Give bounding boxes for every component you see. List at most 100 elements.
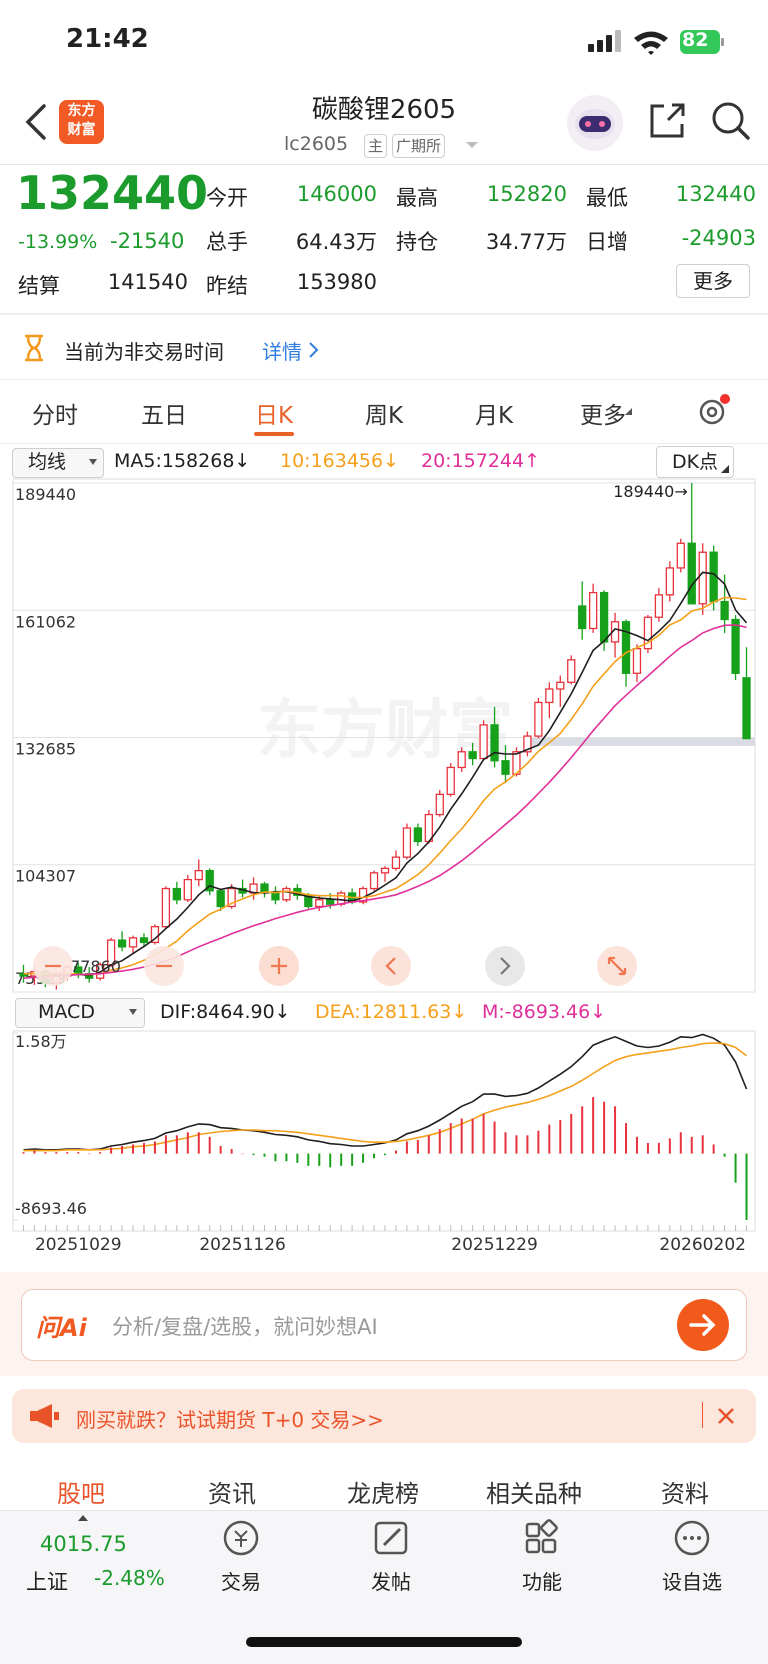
divider — [0, 313, 768, 315]
tab[interactable]: 周K — [364, 403, 404, 429]
more-button[interactable]: 更多 — [676, 264, 750, 298]
legend-entry: DIF:8464.90↓ — [160, 1001, 291, 1023]
macd-bar — [701, 1135, 704, 1154]
x-tick-label: 20251229 — [451, 1235, 538, 1255]
macd-bar — [340, 1153, 343, 1166]
macd-bar — [690, 1136, 693, 1154]
settings-button[interactable] — [694, 392, 734, 432]
macd-bar — [164, 1135, 167, 1154]
indicator-dropdown[interactable] — [12, 448, 104, 478]
icon — [607, 956, 627, 976]
macd-bar — [482, 1113, 485, 1154]
field-label: 昨结 — [206, 274, 248, 298]
macd-bar — [668, 1138, 671, 1154]
macd-bar — [142, 1142, 145, 1154]
back-button[interactable] — [22, 102, 52, 142]
divider — [0, 443, 768, 444]
share-button[interactable] — [646, 100, 688, 142]
y-tick-label: 189440 — [15, 485, 76, 504]
ai-brand: 问Ai — [36, 1314, 87, 1342]
promo-banner[interactable] — [12, 1389, 756, 1443]
bottom-item[interactable]: 功能 — [522, 1570, 562, 1594]
field-label: 日增 — [586, 230, 628, 254]
candle-body — [523, 735, 532, 753]
x-tick-label: 20260202 — [659, 1235, 746, 1255]
macd-dropdown[interactable] — [15, 998, 145, 1028]
macd-bar — [99, 1152, 102, 1154]
legend-entry: 20:157244↑ — [421, 450, 541, 472]
indicator-label[interactable]: 均线 — [28, 451, 67, 473]
sub-tab[interactable]: 资料 — [661, 1480, 709, 1508]
macd-bar — [66, 1152, 69, 1154]
legend-entry: MA5:158268↓ — [114, 450, 251, 472]
macd-bar — [175, 1135, 178, 1154]
dropdown-caret[interactable] — [464, 140, 480, 150]
chart-control[interactable] — [371, 946, 411, 986]
search-button[interactable] — [710, 100, 752, 142]
bottom-item[interactable]: 发帖 — [371, 1570, 411, 1594]
macd-bar — [252, 1153, 255, 1156]
sub-tab[interactable]: 资讯 — [208, 1480, 256, 1508]
candle-body — [402, 827, 412, 858]
candle-body — [490, 724, 499, 762]
sub-tab[interactable]: 股吧 — [57, 1480, 105, 1508]
sub-tab[interactable]: 龙虎榜 — [347, 1480, 419, 1508]
peak-label: 189440→ — [613, 482, 687, 501]
macd-bar — [263, 1153, 266, 1157]
candle-body — [698, 551, 707, 605]
bottom-item[interactable]: 交易 — [221, 1570, 261, 1594]
tab-underline — [254, 432, 294, 436]
tab[interactable]: 月K — [474, 403, 514, 429]
macd-bar — [427, 1135, 430, 1154]
field-value: 152820 — [486, 182, 567, 206]
candle-body — [687, 542, 696, 605]
promo-close[interactable] — [716, 1406, 736, 1426]
candle-body — [369, 872, 379, 890]
field-value: 132440 — [675, 182, 756, 206]
macd-bar — [44, 1152, 47, 1154]
candle-body — [578, 605, 587, 630]
contract-code: lc2605 — [284, 133, 349, 155]
candle-body — [534, 701, 543, 737]
dk-button[interactable]: DK点 — [656, 446, 734, 478]
macd-bar — [55, 1152, 58, 1154]
tab[interactable]: 五日 — [141, 403, 187, 429]
macd-bar — [362, 1153, 365, 1163]
macd-bar — [394, 1150, 397, 1154]
promo-text[interactable]: 刚买就跌？试试期货 T+0 交易>> — [76, 1408, 384, 1432]
candle-body — [599, 591, 609, 643]
ai-avatar[interactable] — [566, 94, 624, 152]
icon — [271, 958, 287, 974]
y-tick-label: 1.58万 — [15, 1032, 67, 1051]
macd-label[interactable]: MACD — [38, 1001, 95, 1023]
tab[interactable]: 日K — [254, 403, 294, 429]
status-icons — [588, 30, 724, 55]
macd-bar — [537, 1130, 540, 1154]
candle-body — [413, 827, 423, 843]
sub-tab[interactable]: 相关品种 — [486, 1480, 582, 1508]
ai-input[interactable] — [21, 1289, 747, 1361]
macd-bar — [416, 1139, 419, 1154]
tab[interactable]: 分时 — [32, 403, 78, 429]
divider — [0, 164, 768, 165]
promo-divider — [702, 1402, 703, 1428]
macd-bar — [77, 1152, 80, 1154]
macd-bar — [274, 1153, 277, 1162]
y-tick-label: 161062 — [15, 612, 76, 631]
notice-link[interactable]: 详情 — [262, 340, 302, 364]
macd-bar — [745, 1153, 748, 1220]
candle-body — [556, 681, 565, 690]
tab[interactable]: 更多 — [580, 403, 626, 429]
field-label: 最低 — [586, 186, 628, 210]
candle-body — [282, 887, 291, 901]
chart-control[interactable] — [485, 946, 525, 986]
last-price: 132440 — [16, 166, 209, 220]
ai-placeholder[interactable]: 分析/复盘/选股，就问妙想AI — [112, 1315, 378, 1339]
macd-bar — [493, 1121, 496, 1154]
macd-bar — [559, 1120, 562, 1154]
ai-send-button[interactable] — [676, 1298, 730, 1352]
macd-bar — [241, 1153, 244, 1155]
bottom-item[interactable]: 设自选 — [662, 1570, 722, 1594]
macd-bar — [581, 1106, 584, 1154]
